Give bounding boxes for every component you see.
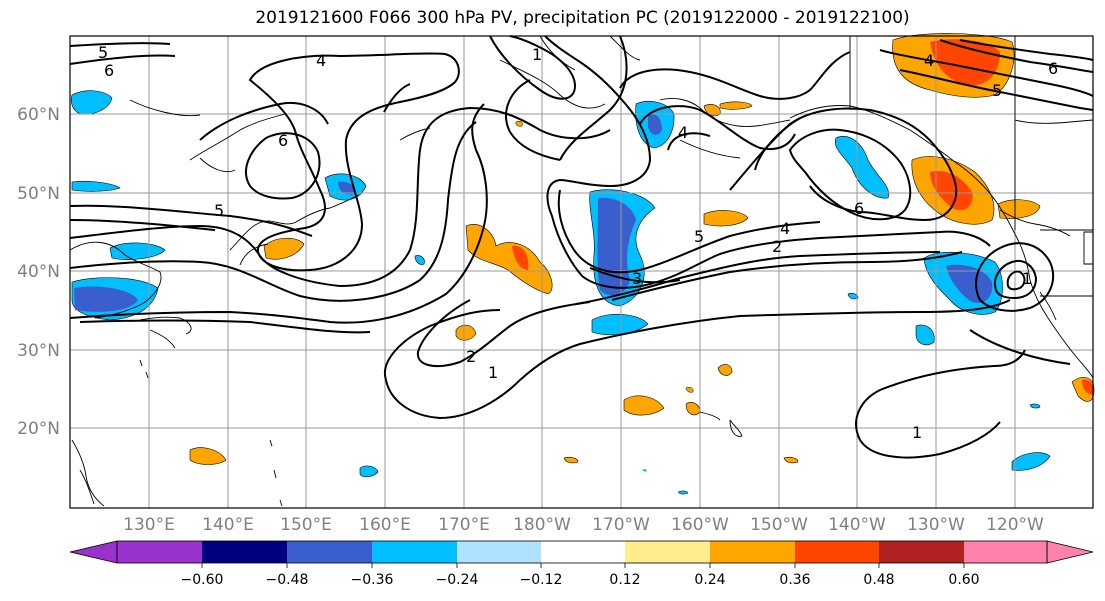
lon-label: 160°W xyxy=(671,515,729,535)
contour-label: 4 xyxy=(780,219,790,238)
lat-label: 20°N xyxy=(17,419,60,439)
contour-label: 5 xyxy=(98,43,108,62)
lon-label: 170°W xyxy=(592,515,650,535)
contour-label: 1 xyxy=(1022,269,1032,288)
contour-labels: 5 6 4 1 4 6 5 6 4 5 2 5 4 3 6 2 1 1 1 xyxy=(98,43,1058,442)
contour-label: 5 xyxy=(992,81,1002,100)
lon-label: 170°E xyxy=(438,515,490,535)
lon-label: 130°W xyxy=(907,515,965,535)
contour-label: 1 xyxy=(488,363,498,382)
coastlines xyxy=(69,35,1094,507)
colorbar-segment xyxy=(625,541,710,563)
lon-label: 160°E xyxy=(359,515,411,535)
colorbar: −0.60 −0.48 −0.36 −0.24 −0.12 0.12 0.24 … xyxy=(69,540,1094,588)
latitude-labels: 60°N 50°N 40°N 30°N 20°N xyxy=(17,105,60,439)
colorbar-segment xyxy=(457,541,541,563)
colorbar-segment xyxy=(372,541,457,563)
contour-label: 1 xyxy=(532,45,542,64)
colorbar-segment xyxy=(287,541,372,563)
contour-label: 6 xyxy=(104,61,114,80)
colorbar-segment xyxy=(879,541,964,563)
colorbar-tick-label: 0.24 xyxy=(694,572,725,588)
colorbar-segment xyxy=(117,541,202,563)
colorbar-segment xyxy=(541,541,625,563)
precip-shading xyxy=(70,33,1095,495)
gridlines xyxy=(70,36,1093,508)
lon-label: 150°W xyxy=(750,515,808,535)
colorbar-tick-label: −0.60 xyxy=(181,572,224,588)
lon-label: 180°W xyxy=(513,515,571,535)
colorbar-tick-label: 0.60 xyxy=(948,572,979,588)
lon-label: 120°W xyxy=(986,515,1044,535)
contour-label: 6 xyxy=(278,131,288,150)
contour-label: 3 xyxy=(632,269,642,288)
colorbar-tick-label: −0.48 xyxy=(266,572,309,588)
lat-label: 30°N xyxy=(17,341,60,361)
colorbar-segment xyxy=(795,541,879,563)
contour-label: 5 xyxy=(214,201,224,220)
colorbar-segment xyxy=(710,541,795,563)
pv-contours xyxy=(69,35,1094,459)
contour-label: 1 xyxy=(912,423,922,442)
lat-label: 50°N xyxy=(17,184,60,204)
lat-label: 40°N xyxy=(17,262,60,282)
colorbar-segment xyxy=(202,541,287,563)
contour-label: 5 xyxy=(694,227,704,246)
contour-label: 2 xyxy=(772,237,782,256)
contour-label: 6 xyxy=(1048,59,1058,78)
colorbar-tick-label: −0.36 xyxy=(351,572,394,588)
colorbar-arrow-right xyxy=(1046,540,1094,564)
contour-label: 2 xyxy=(466,347,476,366)
colorbar-tick-label: 0.36 xyxy=(779,572,810,588)
map-title: 2019121600 F066 300 hPa PV, precipitatio… xyxy=(255,8,910,28)
contour-label: 4 xyxy=(924,51,934,70)
colorbar-arrow-left xyxy=(69,540,118,564)
colorbar-tick-label: −0.12 xyxy=(520,572,563,588)
lon-label: 150°E xyxy=(280,515,332,535)
colorbar-segment xyxy=(964,541,1047,563)
colorbar-tick-label: 0.48 xyxy=(863,572,894,588)
colorbar-tick-label: 0.12 xyxy=(609,572,640,588)
lon-label: 140°W xyxy=(828,515,886,535)
contour-label: 4 xyxy=(678,123,688,142)
lon-label: 130°E xyxy=(123,515,175,535)
longitude-labels: 130°E 140°E 150°E 160°E 170°E 180°W 170°… xyxy=(123,515,1044,535)
contour-label: 4 xyxy=(316,51,326,70)
contour-label: 6 xyxy=(854,199,864,218)
lat-label: 60°N xyxy=(17,105,60,125)
lon-label: 140°E xyxy=(202,515,254,535)
colorbar-tick-label: −0.24 xyxy=(436,572,479,588)
